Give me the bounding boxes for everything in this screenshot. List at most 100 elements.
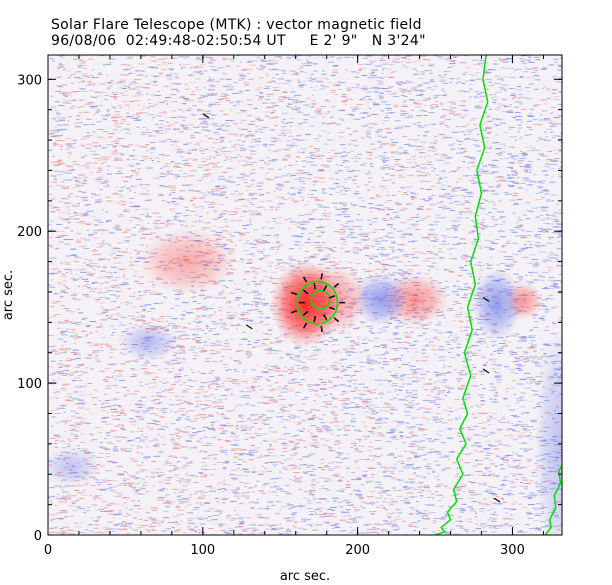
noise-mark	[491, 508, 495, 509]
noise-mark	[133, 116, 140, 118]
noise-mark	[279, 490, 286, 492]
noise-mark	[333, 384, 339, 386]
noise-mark	[85, 367, 89, 369]
noise-mark	[148, 103, 152, 105]
noise-mark	[99, 189, 103, 191]
noise-mark	[429, 401, 436, 403]
noise-mark	[48, 130, 53, 132]
noise-mark	[277, 263, 280, 265]
noise-mark	[74, 212, 78, 214]
noise-mark	[200, 493, 203, 494]
noise-mark	[79, 394, 86, 396]
noise-mark	[57, 363, 62, 365]
noise-mark	[79, 174, 85, 176]
noise-mark	[490, 418, 497, 420]
noise-mark	[186, 411, 189, 413]
noise-mark	[320, 388, 327, 390]
noise-mark	[151, 530, 156, 531]
noise-mark	[257, 474, 264, 476]
noise-mark	[151, 74, 154, 76]
noise-mark	[316, 384, 321, 386]
noise-mark	[407, 428, 413, 430]
noise-mark	[134, 100, 141, 102]
noise-mark	[293, 475, 296, 477]
noise-mark	[102, 276, 110, 278]
noise-mark	[56, 85, 62, 87]
noise-mark	[271, 478, 278, 480]
noise-mark	[464, 359, 472, 361]
noise-mark	[97, 289, 103, 291]
noise-mark	[332, 70, 338, 72]
noise-mark	[211, 147, 216, 148]
noise-mark	[389, 166, 396, 168]
noise-mark	[404, 152, 411, 154]
noise-mark	[251, 470, 255, 472]
noise-mark	[194, 318, 199, 320]
noise-mark	[556, 259, 559, 261]
noise-mark	[340, 453, 344, 455]
noise-mark	[152, 84, 159, 86]
noise-mark	[263, 209, 267, 211]
noise-mark	[282, 451, 289, 453]
noise-mark	[137, 447, 140, 449]
noise-mark	[373, 103, 379, 105]
noise-mark	[287, 156, 292, 158]
noise-mark	[97, 517, 100, 519]
noise-mark	[349, 98, 353, 100]
noise-mark	[516, 333, 520, 335]
noise-mark	[331, 365, 336, 367]
noise-mark	[54, 531, 60, 533]
noise-mark	[126, 112, 129, 114]
noise-mark	[227, 369, 232, 371]
noise-mark	[350, 269, 357, 271]
noise-mark	[141, 146, 148, 148]
noise-mark	[199, 215, 203, 217]
noise-mark	[519, 406, 526, 408]
noise-mark	[322, 414, 326, 416]
noise-mark	[194, 526, 198, 528]
noise-mark	[145, 371, 150, 373]
noise-mark	[200, 220, 204, 222]
noise-mark	[340, 82, 346, 84]
noise-mark	[203, 474, 208, 476]
noise-mark	[473, 226, 477, 228]
noise-mark	[137, 252, 141, 254]
noise-mark	[492, 494, 498, 496]
noise-mark	[405, 500, 410, 502]
noise-mark	[207, 415, 214, 417]
noise-mark	[419, 90, 426, 92]
noise-mark	[521, 428, 527, 430]
noise-mark	[303, 420, 307, 422]
noise-mark	[57, 327, 61, 329]
noise-mark	[525, 218, 530, 220]
noise-mark	[465, 453, 470, 455]
noise-mark	[408, 365, 414, 367]
noise-mark	[354, 145, 359, 147]
noise-mark	[200, 382, 206, 383]
noise-mark	[527, 120, 532, 122]
noise-mark	[382, 67, 386, 69]
noise-mark	[136, 316, 139, 318]
noise-mark	[57, 518, 65, 520]
noise-mark	[450, 227, 458, 229]
noise-mark	[469, 429, 476, 430]
noise-mark	[49, 236, 53, 238]
noise-mark	[466, 320, 472, 322]
noise-mark	[415, 368, 421, 370]
noise-mark	[246, 281, 251, 283]
noise-mark	[464, 462, 470, 464]
noise-mark	[205, 124, 209, 125]
noise-mark	[291, 200, 294, 202]
noise-mark	[473, 332, 478, 334]
noise-mark	[268, 117, 276, 119]
noise-mark	[229, 474, 236, 476]
noise-mark	[189, 461, 194, 463]
noise-mark	[275, 241, 280, 243]
noise-mark	[67, 445, 71, 447]
noise-mark	[476, 463, 483, 465]
noise-mark	[260, 321, 264, 322]
noise-mark	[461, 109, 468, 111]
noise-mark	[363, 339, 366, 341]
noise-mark	[307, 419, 315, 421]
